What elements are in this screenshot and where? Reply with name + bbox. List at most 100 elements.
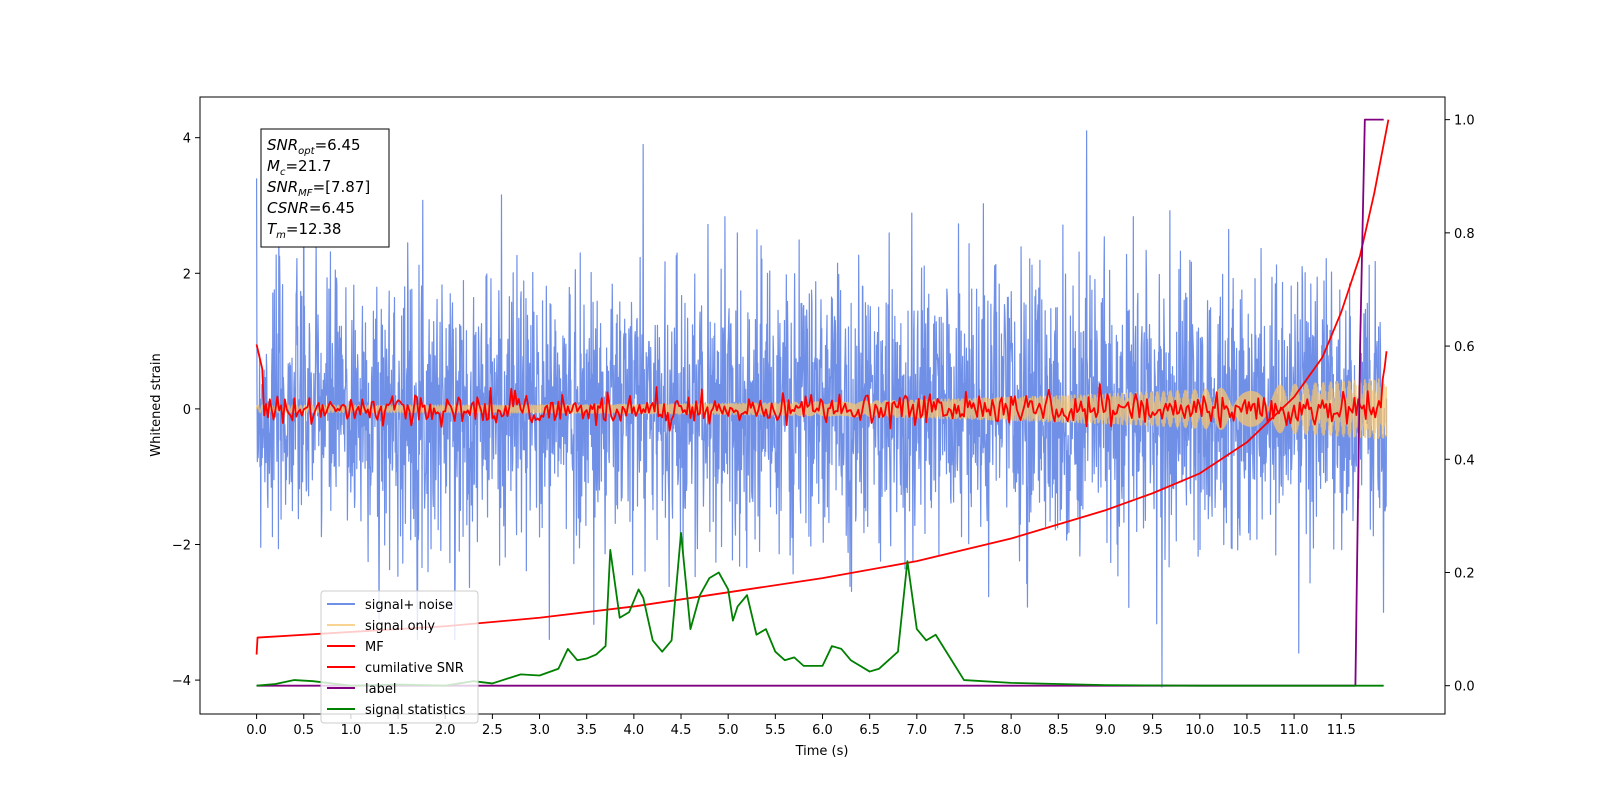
series-4-line (256, 118, 1384, 687)
series-4 (256, 118, 1384, 687)
x-tick-label: 5.0 (718, 723, 739, 738)
legend-frame (320, 590, 479, 724)
x-tick-label: 6.0 (812, 723, 833, 738)
x-tick-label: 2.0 (435, 723, 456, 738)
y-tick-left: 0 (183, 403, 200, 418)
x-tick: 0.0 (246, 714, 267, 738)
legend-label: cumilative SNR (365, 661, 464, 676)
x-tick: 9.5 (1142, 714, 1163, 738)
series-0 (255, 130, 1388, 688)
x-tick: 6.5 (859, 714, 880, 738)
annotation-symbol: T (267, 220, 278, 238)
legend: signal+ noise signal only MF cumilative SNR… (320, 590, 479, 724)
y-tick-right: 0.2 (1445, 566, 1475, 581)
x-tick: 8.5 (1048, 714, 1069, 738)
legend-label: label (365, 682, 396, 697)
x-tick-label: 9.0 (1095, 723, 1116, 738)
series-2-line (255, 344, 1388, 432)
x-tick: 0.5 (293, 714, 314, 738)
series-5-line (256, 531, 1384, 687)
x-tick: 3.0 (529, 714, 550, 738)
series-0-line (255, 130, 1388, 688)
y-tick-right: 0.6 (1445, 340, 1475, 355)
annotation-value: =6.45 (309, 199, 355, 217)
x-tick-label: 0.0 (246, 723, 267, 738)
annotation-line: Mc=21.7 (267, 157, 331, 178)
y-tick-right-label: 0.8 (1454, 227, 1475, 242)
y-tick-left-label: −2 (172, 538, 191, 553)
x-tick-label: 7.5 (954, 723, 975, 738)
x-tick-label: 11.5 (1327, 723, 1356, 738)
x-tick-label: 10.5 (1232, 723, 1261, 738)
x-tick-label: 5.5 (765, 723, 786, 738)
annotation-symbol: SNR (267, 178, 298, 196)
y-tick-left: −2 (172, 538, 200, 553)
x-tick: 6.0 (812, 714, 833, 738)
y-tick-left-label: 2 (183, 267, 191, 282)
annotation-symbol: SNR (267, 136, 298, 154)
x-tick: 10.5 (1232, 714, 1261, 738)
annotation-frame (260, 128, 390, 248)
annotation-value: =6.45 (315, 136, 361, 154)
x-tick-label: 2.5 (482, 723, 503, 738)
legend-label: signal+ noise (365, 598, 453, 613)
y-tick-right: 0.8 (1445, 227, 1475, 242)
y-tick-right: 1.0 (1445, 114, 1475, 129)
legend-entry: label (327, 682, 396, 697)
legend-label: signal only (365, 619, 435, 634)
x-tick-label: 1.0 (341, 723, 362, 738)
y-tick-right: 0.0 (1445, 680, 1475, 695)
legend-entry: cumilative SNR (327, 661, 464, 676)
x-tick: 3.5 (576, 714, 597, 738)
annotation-subscript: c (280, 167, 286, 178)
x-axis-label: Time (s) (795, 744, 849, 759)
x-tick-label: 1.5 (388, 723, 409, 738)
legend-entry: signal+ noise (327, 598, 453, 613)
x-tick: 4.5 (671, 714, 692, 738)
x-tick: 5.5 (765, 714, 786, 738)
series-5 (256, 531, 1384, 687)
y-tick-right-label: 0.6 (1454, 340, 1475, 355)
x-tick: 9.0 (1095, 714, 1116, 738)
x-tick-label: 8.0 (1001, 723, 1022, 738)
annotation-line: SNRopt=6.45 (267, 136, 361, 157)
y-axis-left: 4 2 0 −2 −4 (172, 132, 200, 689)
annotation-line: CSNR=6.45 (267, 199, 355, 217)
x-tick-label: 4.5 (671, 723, 692, 738)
x-tick: 11.0 (1280, 714, 1309, 738)
legend-label: signal statistics (365, 703, 466, 718)
x-tick: 4.0 (624, 714, 645, 738)
y-tick-right: 0.4 (1445, 453, 1475, 468)
x-tick-label: 6.5 (859, 723, 880, 738)
annotation-value: =12.38 (286, 220, 342, 238)
x-tick: 7.0 (906, 714, 927, 738)
x-tick-label: 4.0 (624, 723, 645, 738)
annotation-subscript: MF (298, 188, 313, 199)
y-tick-left: 2 (183, 267, 200, 282)
y-tick-right-label: 1.0 (1454, 114, 1475, 129)
legend-entry: MF (327, 640, 384, 655)
y-tick-left-label: 4 (183, 132, 191, 147)
y-tick-right-label: 0.2 (1454, 566, 1475, 581)
x-tick-label: 3.0 (529, 723, 550, 738)
x-tick: 2.5 (482, 714, 503, 738)
annotation-symbol: M (267, 157, 280, 175)
stats-annotation: SNRopt=6.45Mc=21.7SNRMF=[7.87]CSNR=6.45T… (260, 128, 390, 248)
legend-entry: signal statistics (327, 703, 466, 718)
x-tick-label: 7.0 (906, 723, 927, 738)
x-tick-label: 9.5 (1142, 723, 1163, 738)
y-tick-left-label: 0 (183, 403, 191, 418)
legend-label: MF (365, 640, 384, 655)
annotation-line: SNRMF=[7.87] (267, 178, 370, 199)
annotation-subscript: opt (298, 146, 315, 157)
x-tick: 8.0 (1001, 714, 1022, 738)
legend-entry: signal only (327, 619, 435, 634)
x-tick-label: 0.5 (293, 723, 314, 738)
y-axis-right: 1.0 0.8 0.6 0.4 0.2 0.0 (1445, 114, 1475, 695)
x-tick-label: 11.0 (1280, 723, 1309, 738)
x-tick-label: 8.5 (1048, 723, 1069, 738)
x-tick: 10.0 (1185, 714, 1214, 738)
y-tick-right-label: 0.4 (1454, 453, 1475, 468)
y-tick-left: 4 (183, 132, 200, 147)
